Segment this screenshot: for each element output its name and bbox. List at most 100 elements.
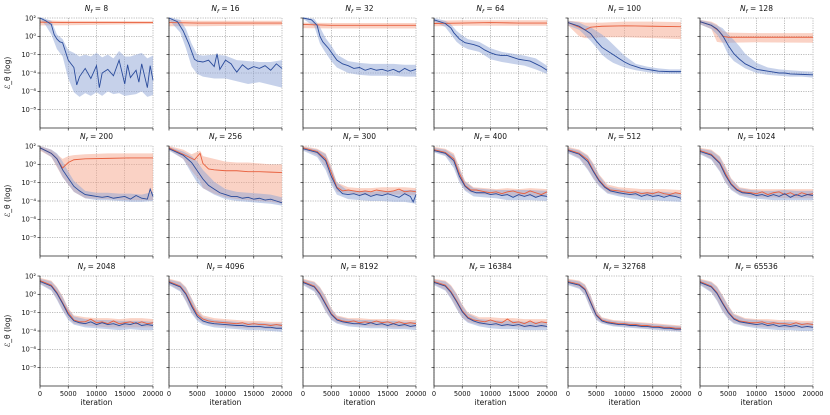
subplot: Nf = 300 — [300, 132, 417, 259]
subplot: Nf = 32 — [300, 4, 417, 131]
x-tick-label: 5000 — [720, 390, 737, 398]
red-series-band — [169, 146, 282, 204]
x-axis-label: iteration — [210, 398, 242, 407]
x-tick-label: 20000 — [671, 390, 692, 398]
x-tick-label: 0 — [698, 390, 702, 398]
y-tick-label: 10⁻⁶ — [21, 216, 36, 224]
x-axis-label: iteration — [475, 398, 507, 407]
y-tick-label: 10⁻² — [21, 179, 36, 187]
x-tick-label: 10000 — [480, 390, 501, 398]
subplot: Nf = 16 — [166, 4, 283, 131]
blue-series-band — [303, 146, 416, 204]
blue-series-band — [700, 279, 813, 331]
x-tick-label: 10000 — [746, 390, 767, 398]
blue-series-line — [168, 148, 283, 204]
panel-title: Nf = 100 — [608, 4, 641, 15]
blue-series-line — [39, 281, 154, 326]
x-tick-label: 10000 — [614, 390, 635, 398]
panel-title: Nf = 32768 — [603, 262, 646, 273]
red-series-line — [168, 147, 283, 174]
blue-series-band — [434, 279, 547, 331]
subplot: 0 5000 10000 15000 20000 iteration Nf = 8192 — [300, 262, 427, 407]
x-tick-label: 0 — [566, 390, 570, 398]
x-tick-label: 15000 — [114, 390, 135, 398]
blue-series-band — [40, 146, 153, 202]
y-axis-label: ℰ_θ (log) — [3, 185, 12, 218]
red-series-band — [40, 146, 153, 201]
subplot: 10² 10⁰ 10⁻² 10⁻⁴ 10⁻⁶ 10⁻⁸ ℰ_θ (log) Nf = 200 — [3, 132, 154, 259]
y-tick-label: 10⁻⁶ — [21, 346, 36, 354]
subplot: 10² 10⁰ 10⁻² 10⁻⁴ 10⁻⁶ 10⁻⁸ ℰ_θ (log) 0 5000 1000… — [3, 262, 163, 407]
red-series-line — [168, 281, 283, 326]
subplot: 0 5000 10000 15000 20000 iteration Nf = 65536 — [697, 262, 824, 407]
x-tick-label: 20000 — [803, 390, 824, 398]
x-tick-label: 20000 — [537, 390, 558, 398]
panel-title: Nf = 64 — [476, 4, 504, 15]
subplot: Nf = 1024 — [697, 132, 814, 259]
panel-title: Nf = 16384 — [469, 262, 512, 273]
red-series-line — [433, 22, 547, 24]
y-tick-label: 10⁻⁸ — [21, 364, 36, 372]
x-tick-label: 0 — [38, 390, 42, 398]
x-tick-label: 20000 — [143, 390, 164, 398]
x-tick-label: 5000 — [454, 390, 471, 398]
x-tick-label: 0 — [167, 390, 171, 398]
blue-series-line — [433, 150, 548, 198]
x-tick-label: 15000 — [377, 390, 398, 398]
x-tick-label: 5000 — [60, 390, 77, 398]
x-tick-label: 10000 — [86, 390, 107, 398]
blue-series-line — [302, 17, 417, 73]
panel-title: Nf = 32 — [345, 4, 373, 15]
panel-title: Nf = 256 — [209, 132, 242, 143]
subplot: 10² 10⁰ 10⁻² 10⁻⁴ 10⁻⁶ 10⁻⁸ ℰ_θ (log) Nf = 8 — [3, 4, 154, 131]
blue-series-line — [433, 19, 548, 71]
x-axis-label: iteration — [609, 398, 641, 407]
panel-title: Nf = 400 — [474, 132, 507, 143]
subplot: Nf = 512 — [565, 132, 682, 259]
blue-series-line — [302, 282, 417, 327]
panel-title: Nf = 8 — [85, 4, 109, 15]
panel-title: Nf = 512 — [608, 132, 641, 143]
x-tick-label: 5000 — [588, 390, 605, 398]
blue-series-line — [302, 148, 417, 204]
x-axis-label: iteration — [344, 398, 376, 407]
y-tick-label: 10⁻⁴ — [21, 69, 36, 77]
red-series-line — [302, 23, 416, 26]
subplot: Nf = 128 — [697, 4, 814, 131]
subplot: Nf = 64 — [431, 4, 548, 131]
panel-title: Nf = 200 — [80, 132, 113, 143]
red-series-line — [699, 281, 814, 326]
x-tick-label: 15000 — [243, 390, 264, 398]
x-tick-label: 15000 — [642, 390, 663, 398]
x-tick-label: 5000 — [323, 390, 340, 398]
blue-series-line — [567, 150, 682, 199]
blue-series-line — [39, 17, 154, 88]
blue-series-line — [433, 281, 548, 327]
red-series-line — [567, 22, 682, 31]
y-tick-label: 10⁰ — [25, 161, 36, 169]
blue-series-line — [699, 282, 814, 328]
y-tick-label: 10⁻⁴ — [21, 197, 36, 205]
y-tick-label: 10² — [25, 272, 36, 280]
x-tick-label: 0 — [432, 390, 436, 398]
y-tick-label: 10² — [25, 142, 36, 150]
blue-series-band — [434, 18, 547, 74]
x-tick-label: 20000 — [406, 390, 427, 398]
y-tick-label: 10⁰ — [25, 33, 36, 41]
blue-series-line — [699, 21, 814, 76]
blue-series-band — [40, 17, 153, 97]
blue-series-band — [169, 146, 282, 206]
panel-title: Nf = 65536 — [735, 262, 778, 273]
blue-series-line — [699, 151, 814, 198]
subplot: 0 5000 10000 15000 20000 iteration Nf = 32768 — [565, 262, 692, 407]
panel-title: Nf = 2048 — [78, 262, 116, 273]
panel-title: Nf = 1024 — [738, 132, 776, 143]
x-tick-label: 10000 — [215, 390, 236, 398]
x-tick-label: 15000 — [508, 390, 529, 398]
blue-series-band — [40, 278, 153, 331]
y-tick-label: 10⁰ — [25, 291, 36, 299]
blue-series-line — [168, 282, 282, 329]
blue-series-band — [568, 279, 681, 332]
x-axis-label: iteration — [741, 398, 773, 407]
